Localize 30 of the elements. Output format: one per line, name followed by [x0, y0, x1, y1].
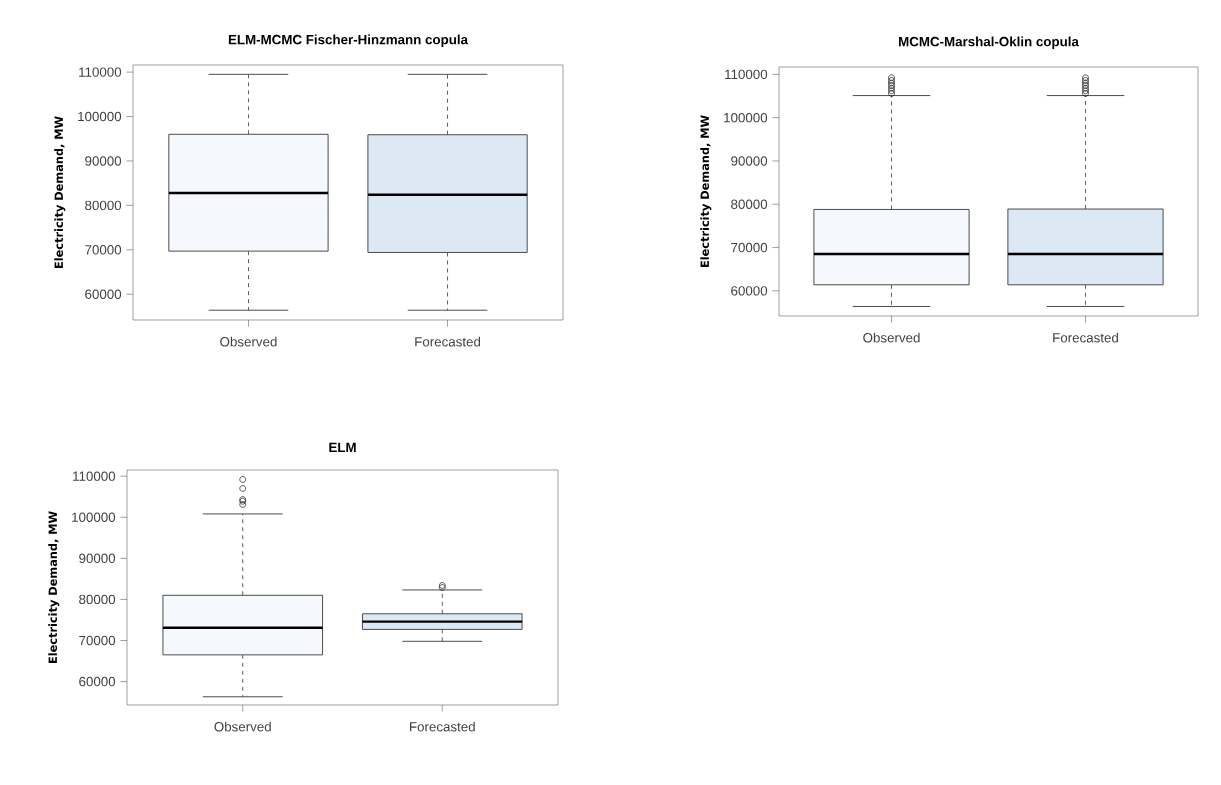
x-tick-label: Forecasted — [1053, 332, 1118, 343]
y-tick-label: 60000 — [85, 289, 122, 299]
chart-title: MCMC-Marshal-Oklin copula — [899, 36, 1079, 49]
x-tick-label: Observed — [220, 336, 277, 347]
y-tick-label: 80000 — [85, 200, 122, 211]
y-tick-label: 80000 — [79, 594, 116, 605]
y-tick-label: 80000 — [731, 199, 768, 209]
y-tick-label: 110000 — [725, 69, 768, 80]
chart-title: ELM — [329, 442, 356, 452]
x-tick-label: Observed — [214, 721, 271, 732]
x-tick-label: Forecasted — [410, 721, 475, 732]
y-axis-title: Electricity Demand, MW — [48, 511, 60, 663]
y-tick-label: 100000 — [78, 111, 122, 122]
y-tick-label: 90000 — [731, 156, 768, 166]
y-tick-label: 70000 — [731, 242, 768, 253]
x-tick-label: Forecasted — [415, 336, 481, 347]
x-tick-label: Observed — [863, 332, 920, 343]
y-tick-label: 100000 — [72, 512, 116, 522]
chart-title: ELM-MCMC Fischer-Hinzmann copula — [228, 34, 469, 47]
y-tick-label: 90000 — [79, 553, 116, 564]
y-axis-title: Electricity Demand, MW — [700, 115, 712, 267]
y-tick-label: 110000 — [73, 471, 116, 481]
y-axis-title: Electricity Demand, MW — [54, 116, 66, 268]
y-tick-label: 60000 — [731, 286, 768, 296]
y-tick-label: 90000 — [85, 156, 122, 166]
y-tick-label: 110000 — [79, 67, 122, 77]
y-tick-label: 60000 — [79, 676, 116, 687]
y-tick-label: 70000 — [85, 245, 122, 255]
y-tick-label: 70000 — [79, 635, 116, 646]
y-tick-label: 100000 — [724, 112, 768, 123]
